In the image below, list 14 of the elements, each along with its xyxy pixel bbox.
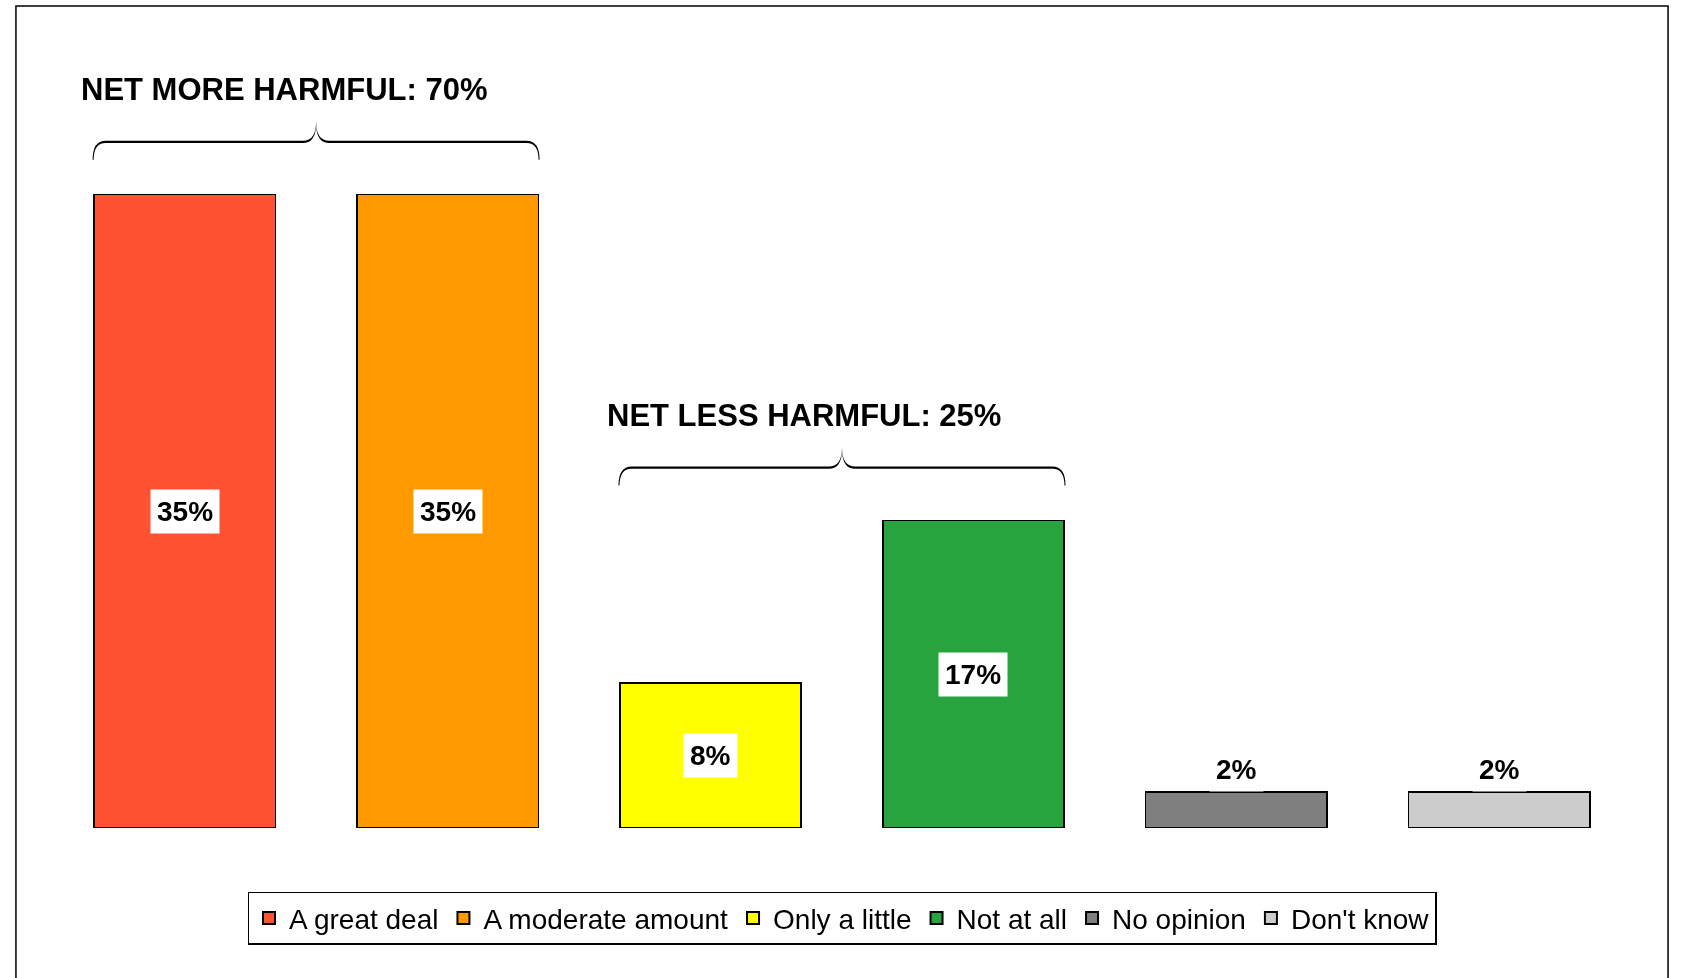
annotation: NET LESS HARMFUL: 25% (607, 398, 1002, 433)
legend-label: Only a little (773, 903, 912, 935)
data-label: 2% (1216, 754, 1257, 785)
legend-label: No opinion (1112, 903, 1246, 935)
text: NET MORE HARMFUL: 70% (81, 72, 488, 107)
data-label: 35% (420, 496, 477, 527)
legend-label: Not at all (956, 903, 1068, 935)
data-label: 35% (157, 496, 214, 527)
data-label: 17% (945, 659, 1002, 690)
data-label: 8% (690, 740, 731, 771)
legend-label: A great deal (289, 903, 439, 935)
data-label: 2% (1479, 754, 1520, 785)
legend-label: Don't know (1290, 903, 1430, 935)
legend-label: A moderate amount (483, 903, 729, 935)
